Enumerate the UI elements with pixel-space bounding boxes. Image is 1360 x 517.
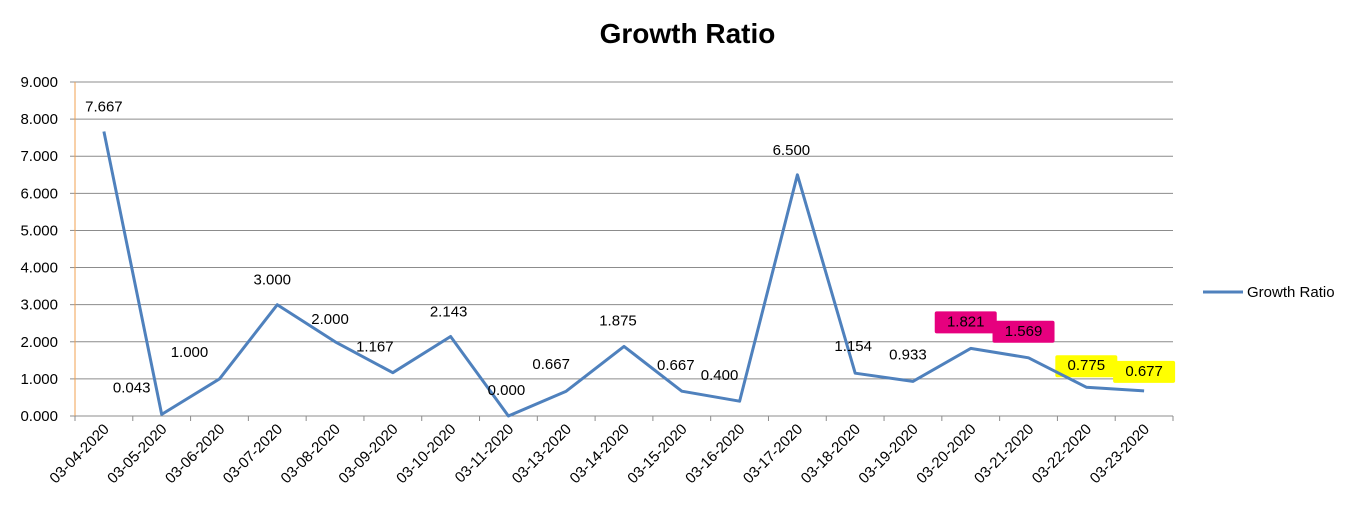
data-label: 0.667 [532,356,570,373]
y-tick-label: 1.000 [20,371,58,388]
data-label: 6.500 [773,142,811,159]
data-label: 1.154 [834,338,872,355]
x-tick-label: 03-23-2020 [1087,421,1153,487]
x-tick-label: 03-06-2020 [162,421,228,487]
y-tick-label: 5.000 [20,222,58,239]
label-highlight [1055,355,1118,378]
y-tick-label: 3.000 [20,297,58,314]
data-label: 0.667 [657,357,695,374]
x-tick-label: 03-05-2020 [104,421,170,487]
y-tick-labels: 0.000 1.000 2.000 3.000 4.000 5.000 6.000 7.000… [20,74,58,425]
y-tick-label: 2.000 [20,334,58,351]
x-tick-label: 03-11-2020 [452,421,517,486]
x-tick-label: 03-13-2020 [509,421,575,487]
data-labels: 7.667 0.043 1.000 3.000 2.000 1.167 2.143 0.000… [85,98,1163,399]
x-tick-label: 03-10-2020 [393,421,459,487]
label-highlights [934,311,1176,383]
axes [74,82,1174,421]
data-label: 2.143 [430,303,468,320]
legend: Growth Ratio [1203,284,1335,301]
x-tick-label: 03-19-2020 [855,421,921,487]
x-tick-label: 03-17-2020 [740,421,806,487]
data-label: 3.000 [253,272,291,289]
data-label: 1.569 [1005,323,1043,340]
chart-title: Growth Ratio [599,18,776,49]
gridlines [70,81,1173,417]
data-label: 0.000 [488,382,526,399]
data-label: 1.167 [356,339,394,356]
data-label: 1.821 [947,313,985,330]
x-tick-label: 03-09-2020 [335,421,401,487]
data-label: 2.000 [311,311,349,328]
data-label: 0.677 [1125,363,1163,380]
x-tick-label: 03-04-2020 [46,421,112,487]
x-tick-labels: 03-04-202003-05-202003-06-202003-07-2020… [46,421,1152,487]
legend-label: Growth Ratio [1247,284,1335,301]
data-label: 0.400 [701,367,739,384]
y-tick-label: 7.000 [20,148,58,165]
label-highlight [934,311,997,334]
x-tick-label: 03-07-2020 [220,421,286,487]
data-label: 7.667 [85,98,123,115]
x-tick-label: 03-14-2020 [567,421,633,487]
y-tick-label: 8.000 [20,111,58,128]
data-label: 0.775 [1068,357,1106,374]
x-tick-label: 03-21-2020 [971,421,1037,487]
y-tick-label: 0.000 [20,408,58,425]
x-tick-label: 03-08-2020 [278,421,344,487]
x-tick-label: 03-20-2020 [913,421,979,487]
y-tick-label: 4.000 [20,260,58,277]
label-highlight [1113,360,1176,383]
data-label: 0.043 [113,379,151,396]
data-label: 0.933 [889,346,927,363]
y-tick-label: 9.000 [20,74,58,91]
y-tick-label: 6.000 [20,185,58,202]
x-tick-label: 03-22-2020 [1029,421,1095,487]
x-tick-label: 03-15-2020 [624,421,690,487]
label-highlight [992,320,1055,343]
x-tick-label: 03-16-2020 [682,421,748,487]
data-label: 1.875 [599,312,637,329]
x-tick-label: 03-18-2020 [798,421,864,487]
series-line-growth-ratio [102,131,1145,418]
data-label: 1.000 [171,344,209,361]
